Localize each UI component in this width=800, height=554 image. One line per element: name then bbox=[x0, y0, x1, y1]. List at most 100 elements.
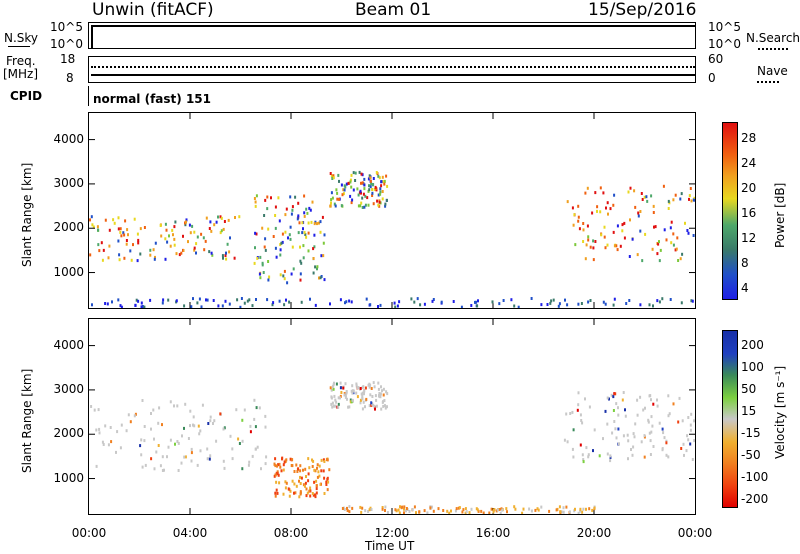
scatter-cell bbox=[258, 406, 261, 410]
scatter-cell bbox=[225, 251, 227, 255]
scatter-cell bbox=[374, 407, 376, 411]
y-tick-label: 1000 bbox=[53, 264, 84, 279]
scatter-cell bbox=[565, 412, 568, 416]
scatter-cell bbox=[309, 208, 312, 212]
scatter-cell bbox=[633, 189, 636, 193]
scatter-cell bbox=[534, 508, 537, 512]
scatter-cell bbox=[287, 236, 289, 240]
scatter-cell bbox=[199, 449, 202, 453]
scatter-cell bbox=[208, 250, 211, 254]
scatter-cell bbox=[184, 402, 187, 406]
scatter-cell bbox=[662, 431, 665, 435]
scatter-cell bbox=[133, 217, 136, 221]
scatter-cell bbox=[297, 231, 300, 235]
scatter-cell bbox=[334, 398, 337, 402]
scatter-cell bbox=[399, 505, 401, 509]
scatter-cell bbox=[190, 451, 193, 455]
scatter-cell bbox=[221, 304, 224, 308]
scatter-cell bbox=[557, 304, 560, 308]
scatter-cell bbox=[343, 393, 346, 397]
scatter-cell bbox=[429, 506, 432, 510]
scatter-cell bbox=[259, 255, 262, 259]
scatter-cell bbox=[563, 438, 566, 442]
scatter-cell bbox=[364, 405, 366, 409]
scatter-cell bbox=[592, 246, 595, 250]
scatter-cell bbox=[153, 437, 155, 441]
scatter-cell bbox=[361, 396, 364, 400]
scatter-cell bbox=[95, 464, 98, 468]
scatter-cell bbox=[275, 488, 278, 492]
scatter-cell bbox=[629, 186, 632, 190]
scatter-cell bbox=[474, 300, 476, 304]
scatter-cell bbox=[109, 426, 112, 429]
nave-tick-bottom: 0 bbox=[708, 71, 716, 85]
scatter-cell bbox=[383, 182, 386, 186]
scatter-cell bbox=[359, 505, 362, 509]
freq-panel bbox=[88, 56, 696, 83]
scatter-cell bbox=[140, 438, 143, 442]
velocity-colorbar-label: Velocity [m s⁻¹] bbox=[773, 365, 787, 459]
scatter-cell bbox=[319, 276, 322, 280]
scatter-cell bbox=[652, 304, 654, 308]
colorbar-tick-label: 8 bbox=[741, 256, 749, 271]
scatter-cell bbox=[226, 242, 229, 246]
scatter-cell bbox=[613, 193, 616, 197]
scatter-cell bbox=[405, 507, 408, 510]
scatter-cell bbox=[243, 301, 246, 305]
scatter-cell bbox=[386, 405, 388, 409]
scatter-cell bbox=[680, 301, 683, 305]
scatter-cell bbox=[108, 244, 111, 248]
scatter-cell bbox=[672, 243, 675, 247]
scatter-cell bbox=[167, 298, 170, 302]
scatter-cell bbox=[328, 468, 331, 472]
scatter-cell bbox=[357, 204, 360, 208]
scatter-cell bbox=[285, 207, 288, 211]
scatter-cell bbox=[238, 215, 241, 219]
scatter-cell bbox=[585, 446, 588, 450]
scatter-cell bbox=[691, 458, 694, 461]
scatter-cell bbox=[157, 421, 160, 425]
scatter-cell bbox=[101, 440, 104, 444]
scatter-cell bbox=[619, 244, 622, 248]
scatter-cell bbox=[315, 479, 318, 483]
scatter-cell bbox=[576, 408, 579, 412]
scatter-cell bbox=[330, 388, 333, 392]
scatter-cell bbox=[307, 231, 310, 235]
scatter-cell bbox=[110, 440, 113, 444]
scatter-cell bbox=[613, 244, 616, 248]
scatter-cell bbox=[621, 229, 624, 233]
scatter-cell bbox=[634, 205, 637, 209]
scatter-cell bbox=[111, 300, 113, 304]
scatter-cell bbox=[647, 420, 650, 424]
scatter-cell bbox=[335, 382, 338, 386]
scatter-cell bbox=[608, 397, 610, 401]
scatter-cell bbox=[284, 486, 287, 490]
scatter-cell bbox=[286, 281, 289, 285]
scatter-cell bbox=[345, 300, 348, 304]
scatter-cell bbox=[235, 408, 238, 412]
scatter-cell bbox=[316, 265, 319, 269]
scatter-cell bbox=[572, 428, 575, 432]
scatter-cell bbox=[241, 467, 244, 471]
scatter-cell bbox=[652, 445, 655, 448]
scatter-cell bbox=[330, 198, 333, 202]
scatter-cell bbox=[178, 253, 181, 257]
scatter-cell bbox=[329, 302, 331, 306]
scatter-cell bbox=[190, 447, 193, 451]
scatter-cell bbox=[338, 197, 341, 201]
scatter-cell bbox=[602, 191, 605, 195]
scatter-cell bbox=[634, 422, 637, 426]
scatter-cell bbox=[323, 476, 326, 480]
scatter-cell bbox=[381, 506, 384, 509]
scatter-cell bbox=[517, 305, 520, 308]
scatter-cell bbox=[663, 436, 666, 440]
scatter-cell bbox=[346, 506, 348, 510]
scatter-cell bbox=[305, 207, 308, 211]
scatter-cell bbox=[337, 402, 340, 406]
scatter-cell bbox=[287, 487, 290, 491]
scatter-cell bbox=[562, 506, 565, 510]
scatter-cell bbox=[379, 392, 382, 396]
scatter-cell bbox=[254, 204, 257, 208]
scatter-cell bbox=[679, 197, 682, 201]
scatter-cell bbox=[640, 192, 643, 195]
